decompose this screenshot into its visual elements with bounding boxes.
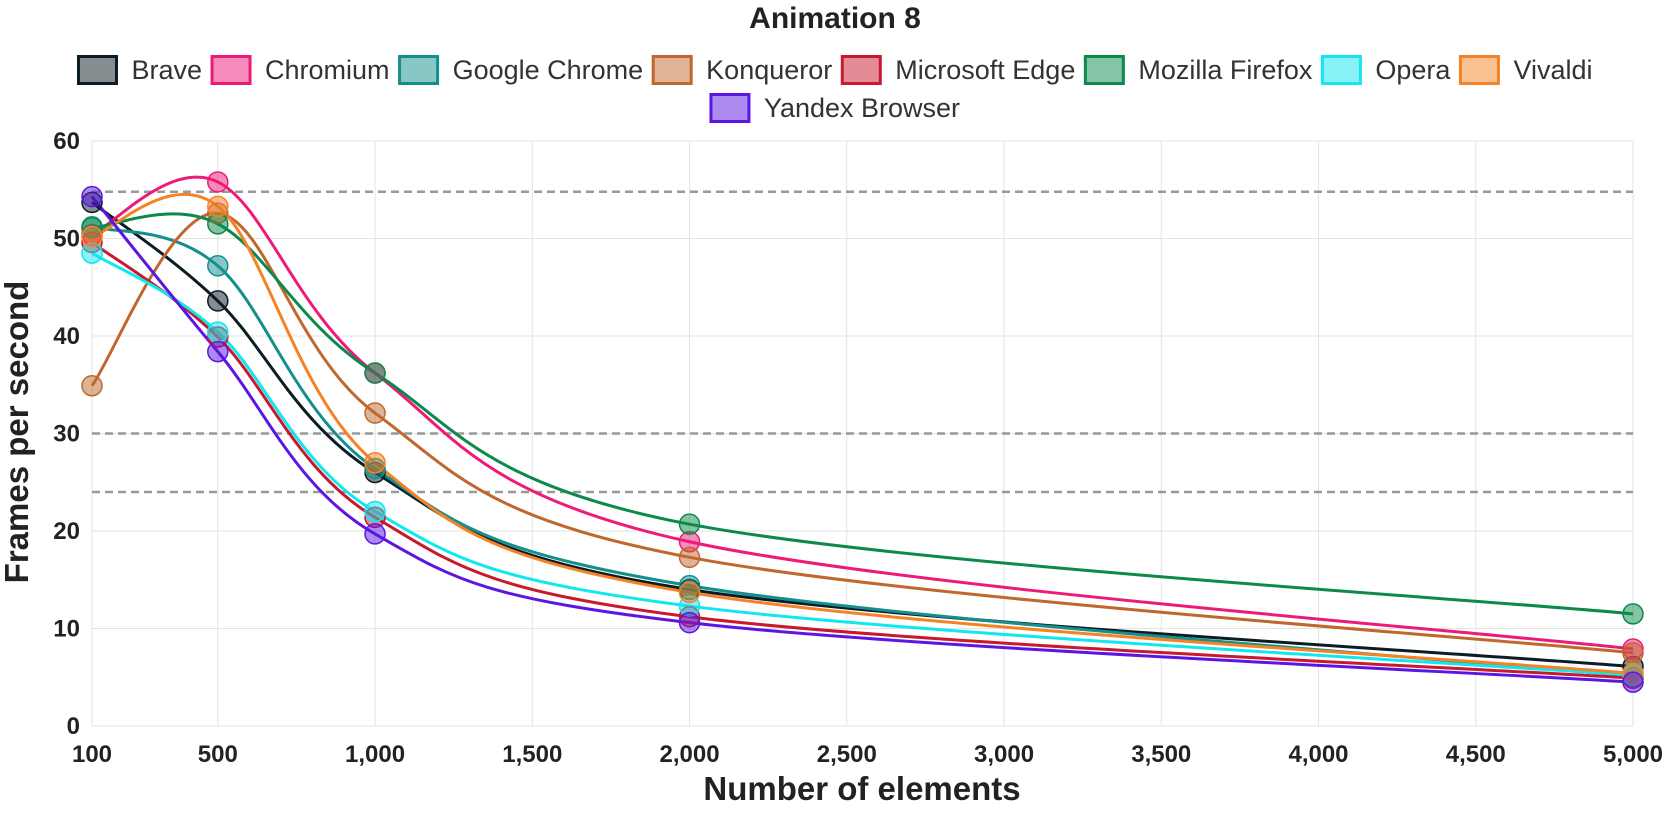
legend-swatch bbox=[840, 55, 882, 85]
data-point-vivaldi[interactable] bbox=[81, 225, 103, 248]
legend-item-brave[interactable]: Brave bbox=[76, 55, 202, 85]
y-tick-label: 20 bbox=[53, 518, 80, 545]
data-point-mozilla-firefox[interactable] bbox=[678, 513, 701, 535]
data-point-vivaldi[interactable] bbox=[207, 195, 229, 218]
legend-item-vivaldi[interactable]: Vivaldi bbox=[1458, 55, 1593, 85]
series-line-chromium bbox=[91, 175, 1634, 651]
data-point-yandex-browser[interactable] bbox=[678, 611, 701, 634]
legend-swatch bbox=[210, 55, 252, 85]
data-point-brave[interactable] bbox=[207, 290, 229, 312]
data-point-konqueror[interactable] bbox=[1622, 642, 1644, 664]
legend-label: Vivaldi bbox=[1513, 55, 1592, 85]
x-axis-title: Number of elements bbox=[703, 770, 1020, 807]
legend: Brave Chromium Google Chrome Konqueror Micro… bbox=[76, 55, 1593, 123]
legend-swatch bbox=[1320, 55, 1362, 85]
data-point-opera[interactable] bbox=[207, 321, 229, 343]
x-tick-label: 4,000 bbox=[1288, 741, 1348, 768]
data-point-vivaldi[interactable] bbox=[364, 452, 386, 474]
y-axis-ticks: 0 10 20 30 40 50 60 bbox=[53, 128, 80, 740]
y-axis-title: Frames per second bbox=[0, 281, 35, 584]
x-tick-label: 100 bbox=[72, 741, 112, 768]
x-tick-label: 1,000 bbox=[345, 741, 405, 768]
y-tick-label: 40 bbox=[53, 323, 80, 350]
data-point-konqueror[interactable] bbox=[81, 374, 103, 397]
reference-lines bbox=[92, 190, 1633, 494]
legend-item-konqueror[interactable]: Konqueror bbox=[651, 55, 832, 85]
legend-label: Konqueror bbox=[706, 55, 832, 85]
series-lines bbox=[90, 175, 1634, 684]
data-point-yandex-browser[interactable] bbox=[1622, 671, 1644, 693]
legend-swatch bbox=[1083, 55, 1125, 85]
data-point-yandex-browser[interactable] bbox=[364, 523, 386, 545]
y-tick-label: 50 bbox=[53, 226, 80, 253]
legend-item-yandex-browser[interactable]: Yandex Browser bbox=[709, 93, 960, 123]
series-line-google-chrome bbox=[91, 225, 1634, 678]
legend-label: Chromium bbox=[265, 55, 390, 85]
x-axis-ticks: 100 500 1,000 1,500 2,000 2,500 3,000 3,500 4,00… bbox=[72, 741, 1663, 768]
legend-label: Opera bbox=[1375, 55, 1451, 85]
legend-swatch bbox=[651, 55, 693, 85]
series-line-opera bbox=[91, 251, 1634, 677]
legend-swatch bbox=[398, 55, 440, 85]
y-tick-label: 30 bbox=[53, 421, 80, 448]
legend-item-mozilla-firefox[interactable]: Mozilla Firefox bbox=[1083, 55, 1313, 85]
chart-title: Animation 8 bbox=[749, 2, 921, 35]
x-tick-label: 3,500 bbox=[1131, 741, 1191, 768]
legend-swatch bbox=[709, 93, 751, 123]
legend-label: Mozilla Firefox bbox=[1138, 55, 1313, 85]
legend-item-chromium[interactable]: Chromium bbox=[210, 55, 390, 85]
data-points bbox=[81, 171, 1644, 693]
series-line-mozilla-firefox bbox=[91, 212, 1634, 616]
x-tick-label: 2,500 bbox=[817, 741, 877, 768]
series-line-yandex-browser bbox=[90, 195, 1634, 684]
x-tick-label: 5,000 bbox=[1603, 741, 1663, 768]
legend-item-microsoft-edge[interactable]: Microsoft Edge bbox=[840, 55, 1075, 85]
data-point-konqueror[interactable] bbox=[678, 546, 701, 569]
x-tick-label: 2,000 bbox=[659, 741, 719, 768]
x-tick-label: 4,500 bbox=[1446, 741, 1506, 768]
y-tick-label: 60 bbox=[53, 128, 80, 155]
x-tick-label: 3,000 bbox=[974, 741, 1034, 768]
legend-swatch bbox=[1458, 55, 1500, 85]
x-tick-label: 1,500 bbox=[502, 741, 562, 768]
legend-swatch bbox=[76, 55, 118, 85]
data-point-chromium[interactable] bbox=[207, 171, 229, 193]
y-tick-label: 10 bbox=[53, 616, 80, 643]
x-tick-label: 500 bbox=[198, 741, 238, 768]
data-point-mozilla-firefox[interactable] bbox=[364, 362, 386, 384]
y-tick-label: 0 bbox=[67, 713, 80, 740]
legend-label: Microsoft Edge bbox=[895, 55, 1075, 85]
data-point-yandex-browser[interactable] bbox=[81, 185, 103, 208]
data-point-yandex-browser[interactable] bbox=[207, 340, 229, 363]
data-point-vivaldi[interactable] bbox=[678, 581, 701, 604]
data-point-konqueror[interactable] bbox=[364, 402, 386, 424]
legend-label: Brave bbox=[131, 55, 202, 85]
legend-label: Yandex Browser bbox=[764, 93, 960, 123]
legend-item-opera[interactable]: Opera bbox=[1320, 55, 1451, 85]
legend-item-google-chrome[interactable]: Google Chrome bbox=[398, 55, 644, 85]
data-point-opera[interactable] bbox=[364, 500, 386, 523]
legend-label: Google Chrome bbox=[453, 55, 644, 85]
data-point-mozilla-firefox[interactable] bbox=[1622, 603, 1644, 625]
data-point-google-chrome[interactable] bbox=[207, 255, 229, 277]
grid bbox=[91, 140, 1634, 727]
